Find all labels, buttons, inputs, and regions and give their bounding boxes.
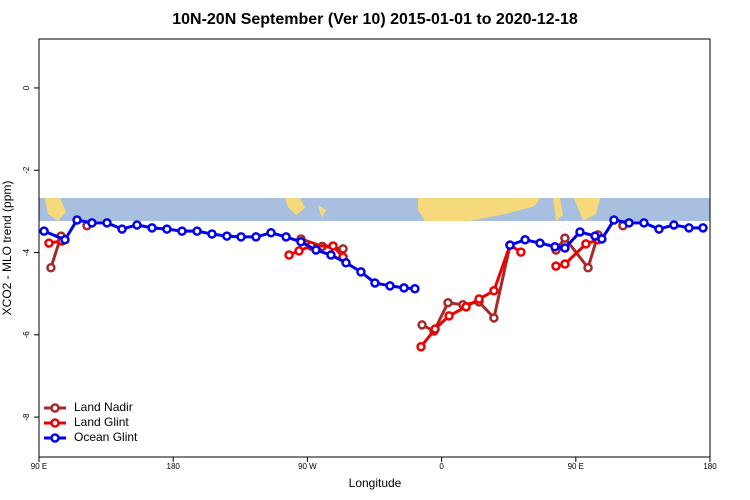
x-tick-label: 90 E xyxy=(31,462,47,471)
series-point xyxy=(147,223,157,233)
series-point xyxy=(430,324,440,334)
x-tick-label: 90 E xyxy=(568,462,584,471)
x-tick-label: 180 xyxy=(703,462,717,471)
series-point xyxy=(516,247,526,257)
legend-marker xyxy=(50,433,60,443)
y-tick-label: -2 xyxy=(22,166,31,174)
series-point xyxy=(281,232,291,242)
x-axis-label: Longitude xyxy=(349,476,402,490)
y-axis-label: XCO2 - MLO trend (ppm) xyxy=(0,181,14,316)
series-point xyxy=(410,283,420,294)
series-point xyxy=(416,341,426,352)
series-point xyxy=(444,311,454,321)
series-point xyxy=(222,231,232,241)
legend-marker xyxy=(50,403,60,413)
chart-title: 10N-20N September (Ver 10) 2015-01-01 to… xyxy=(172,11,578,28)
series-point xyxy=(551,261,561,271)
series-point xyxy=(489,286,499,296)
series-line xyxy=(43,218,416,291)
series-point xyxy=(132,220,142,230)
series-point xyxy=(535,238,545,248)
y-tick-label: -8 xyxy=(22,413,31,421)
series-point xyxy=(609,215,619,225)
series-point xyxy=(417,320,427,330)
series-point xyxy=(72,215,82,225)
legend-label: Ocean Glint xyxy=(74,430,138,444)
series-point xyxy=(207,229,217,239)
series-point xyxy=(474,294,484,304)
series-point xyxy=(311,245,321,255)
series-point xyxy=(46,262,56,273)
series-point xyxy=(583,262,593,273)
series-point xyxy=(489,313,499,323)
legend-label: Land Glint xyxy=(74,415,129,429)
x-tick-label: 90 W xyxy=(298,462,317,471)
legend-label: Land Nadir xyxy=(74,400,133,414)
x-tick-label: 0 xyxy=(439,462,444,471)
map-strip xyxy=(39,198,710,221)
series-point xyxy=(654,224,664,234)
series-point xyxy=(639,218,649,228)
plot-frame xyxy=(38,38,711,458)
series-point xyxy=(60,235,70,245)
series-point xyxy=(560,243,570,253)
series-point xyxy=(39,226,49,236)
series-point xyxy=(385,281,395,291)
series-point xyxy=(328,241,338,251)
series-point xyxy=(520,235,530,245)
series-point xyxy=(117,224,127,234)
series-point xyxy=(338,244,348,254)
series-point xyxy=(251,232,261,242)
x-tick-label: 180 xyxy=(167,462,181,471)
series-point xyxy=(698,223,708,233)
series-point xyxy=(581,239,591,249)
series-point xyxy=(192,226,202,236)
series-point xyxy=(162,224,172,234)
legend-marker xyxy=(50,418,60,428)
series-point xyxy=(461,302,471,312)
series-point xyxy=(669,220,679,230)
series-point xyxy=(624,218,634,228)
series-point xyxy=(684,223,694,233)
series-point xyxy=(341,258,351,268)
series-point xyxy=(266,228,276,238)
series-point xyxy=(370,278,380,288)
series-point xyxy=(550,242,560,252)
series-point xyxy=(597,234,607,244)
series-point xyxy=(505,240,515,250)
series-point xyxy=(102,218,112,228)
series-point xyxy=(284,250,294,260)
series-point xyxy=(356,267,366,277)
series-point xyxy=(399,283,409,293)
series-point xyxy=(560,233,570,243)
series-point xyxy=(44,238,54,248)
series-point xyxy=(87,218,97,228)
series-point xyxy=(326,250,336,260)
y-tick-label: 0 xyxy=(22,85,31,90)
y-tick-label: -6 xyxy=(22,331,31,339)
series-point xyxy=(177,226,187,236)
series-point xyxy=(443,297,453,308)
y-tick-label: -4 xyxy=(22,248,31,256)
series-point xyxy=(575,227,585,237)
series-point xyxy=(294,246,304,256)
series-point xyxy=(236,232,246,242)
series-point xyxy=(296,237,306,247)
series-point xyxy=(560,259,570,269)
